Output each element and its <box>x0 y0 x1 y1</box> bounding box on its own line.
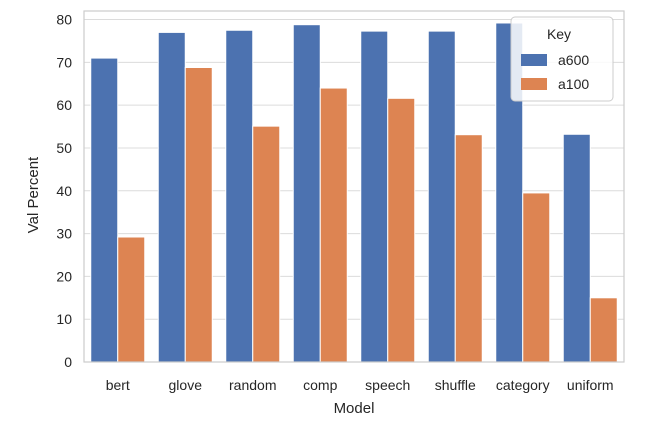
y-tick-label: 30 <box>56 226 72 242</box>
bar-a600-speech <box>360 30 389 363</box>
x-tick-label: category <box>496 377 550 393</box>
bar-a100-speech <box>387 97 416 363</box>
y-tick-label: 80 <box>56 12 72 28</box>
y-tick-label: 40 <box>56 183 72 199</box>
y-tick-label: 10 <box>56 311 72 327</box>
x-axis-label: Model <box>334 400 375 417</box>
bars-layer <box>90 22 618 363</box>
x-tick-label: random <box>229 377 276 393</box>
legend-label-a600: a600 <box>558 52 589 68</box>
bar-a600-shuffle <box>427 30 456 363</box>
bar-a100-category <box>522 192 551 363</box>
x-tick-labels: bert glove random comp speech shuffle category… <box>106 377 614 393</box>
bar-a100-shuffle <box>454 134 483 363</box>
x-tick-label: glove <box>169 377 203 393</box>
legend: Key a600 a100 <box>510 16 614 102</box>
y-tick-label: 70 <box>56 54 72 70</box>
y-tick-label: 0 <box>64 354 72 370</box>
y-tick-label: 20 <box>56 268 72 284</box>
legend-title: Key <box>547 26 571 42</box>
bar-a100-uniform <box>589 297 618 363</box>
bar-a100-comp <box>319 87 348 363</box>
bar-a600-uniform <box>562 133 591 363</box>
bar-a100-glove <box>184 67 213 363</box>
x-tick-label: comp <box>303 377 337 393</box>
plot-frame <box>83 10 625 363</box>
legend-swatch-a600 <box>521 54 547 66</box>
y-tick-label: 60 <box>56 97 72 113</box>
x-tick-label: bert <box>106 377 130 393</box>
legend-items: a600 a100 <box>521 52 589 92</box>
x-tick-label: shuffle <box>435 377 476 393</box>
bar-a600-random <box>225 29 254 363</box>
plot-border <box>83 10 625 363</box>
y-axis-label: Val Percent <box>25 156 42 233</box>
y-tick-labels: 0 10 20 30 40 50 60 70 80 <box>56 12 72 370</box>
y-tick-label: 50 <box>56 140 72 156</box>
bar-a600-comp <box>292 24 321 363</box>
x-tick-label: uniform <box>567 377 614 393</box>
legend-swatch-a100 <box>521 78 547 90</box>
bar-a600-bert <box>90 57 119 363</box>
x-tick-label: speech <box>365 377 410 393</box>
bar-a100-random <box>252 125 281 363</box>
bar-a600-glove <box>157 31 186 363</box>
bar-a100-bert <box>117 236 146 363</box>
legend-label-a100: a100 <box>558 76 589 92</box>
